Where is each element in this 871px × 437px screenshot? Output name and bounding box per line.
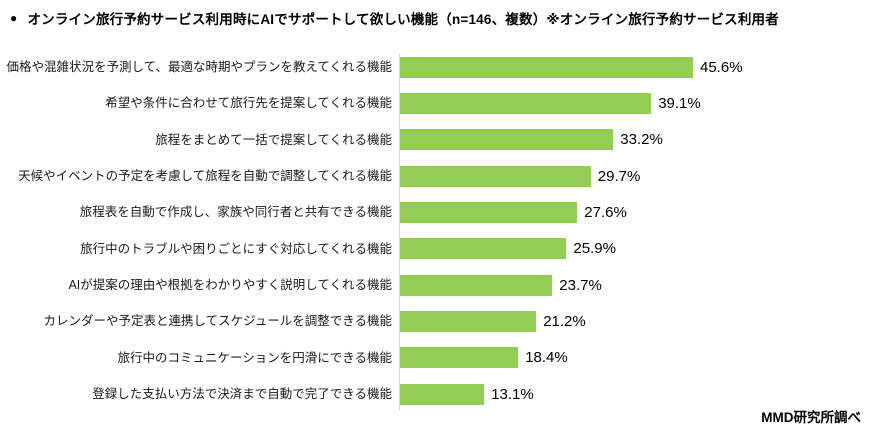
bar-track: 23.7%: [400, 274, 602, 296]
category-label: 価格や混雑状況を予測して、最適な時期やプランを教えてくれる機能: [6, 59, 392, 74]
chart-title: ● オンライン旅行予約サービス利用時にAIでサポートして欲しい機能（n=146、…: [10, 8, 779, 28]
chart-row: AIが提案の理由や根拠をわかりやすく説明してくれる機能 23.7%: [0, 267, 871, 303]
bar-track: 39.1%: [400, 92, 701, 114]
value-label: 27.6%: [584, 203, 627, 221]
bar-track: 13.1%: [400, 383, 534, 405]
bar: [400, 129, 614, 151]
category-label: 旅程表を自動で作成し、家族や同行者と共有できる機能: [79, 205, 392, 220]
chart-row: 希望や条件に合わせて旅行先を提案してくれる機能 39.1%: [0, 85, 871, 121]
bar: [400, 383, 485, 405]
bar-chart: 価格や混雑状況を予測して、最適な時期やプランを教えてくれる機能 45.6% 希望や条…: [0, 49, 871, 412]
category-label: 天候やイベントの予定を考慮して旅程を自動で調整してくれる機能: [18, 168, 392, 183]
bar: [400, 56, 693, 78]
bar: [400, 165, 591, 187]
bar-track: 18.4%: [400, 347, 568, 369]
chart-title-text: オンライン旅行予約サービス利用時にAIでサポートして欲しい機能（n=146、複数…: [27, 12, 779, 27]
category-label: 旅行中のコミュニケーションを円滑にできる機能: [117, 350, 392, 365]
source-credit: MMD研究所調べ: [761, 410, 861, 425]
category-label: 旅程をまとめて一括で提案してくれる機能: [155, 132, 392, 147]
bar: [400, 201, 578, 223]
bar-track: 45.6%: [400, 56, 743, 78]
value-label: 23.7%: [559, 276, 602, 294]
chart-row: 旅行中のコミュニケーションを円滑にできる機能 18.4%: [0, 340, 871, 376]
bar-track: 21.2%: [400, 310, 586, 332]
bar: [400, 274, 553, 296]
bar: [400, 347, 519, 369]
chart-row: 旅行中のトラブルや困りごとにすぐ対応してくれる機能 25.9%: [0, 231, 871, 267]
chart-row: 旅程表を自動で作成し、家族や同行者と共有できる機能 27.6%: [0, 194, 871, 230]
bar-track: 25.9%: [400, 238, 616, 260]
value-label: 29.7%: [597, 167, 641, 185]
bar-track: 27.6%: [400, 201, 627, 223]
chart-row: 旅程をまとめて一括で提案してくれる機能 33.2%: [0, 122, 871, 158]
bar-track: 33.2%: [400, 129, 663, 151]
category-label: 旅行中のトラブルや困りごとにすぐ対応してくれる機能: [80, 241, 392, 256]
category-label: 希望や条件に合わせて旅行先を提案してくれる機能: [105, 96, 392, 111]
value-label: 13.1%: [491, 385, 534, 403]
value-label: 45.6%: [700, 58, 743, 76]
category-label: カレンダーや予定表と連携してスケジュールを調整できる機能: [43, 314, 392, 329]
category-label: 登録した支払い方法で決済まで自動で完了できる機能: [92, 386, 392, 401]
axis-baseline: [399, 53, 400, 411]
value-label: 33.2%: [620, 131, 663, 149]
bar: [400, 238, 567, 260]
bar: [400, 310, 537, 332]
bar-track: 29.7%: [400, 165, 641, 187]
chart-row: カレンダーや予定表と連携してスケジュールを調整できる機能 21.2%: [0, 303, 871, 339]
bar: [400, 92, 652, 114]
bullet-icon: ●: [10, 11, 18, 25]
chart-row: 登録した支払い方法で決済まで自動で完了できる機能 13.1%: [0, 376, 871, 412]
category-label: AIが提案の理由や根拠をわかりやすく説明してくれる機能: [68, 277, 392, 292]
value-label: 39.1%: [658, 94, 701, 112]
chart-row: 価格や混雑状況を予測して、最適な時期やプランを教えてくれる機能 45.6%: [0, 49, 871, 85]
value-label: 25.9%: [573, 240, 616, 258]
chart-rows: 価格や混雑状況を予測して、最適な時期やプランを教えてくれる機能 45.6% 希望や条…: [0, 49, 871, 412]
chart-row: 天候やイベントの予定を考慮して旅程を自動で調整してくれる機能 29.7%: [0, 158, 871, 194]
value-label: 21.2%: [543, 312, 586, 330]
value-label: 18.4%: [525, 349, 568, 367]
